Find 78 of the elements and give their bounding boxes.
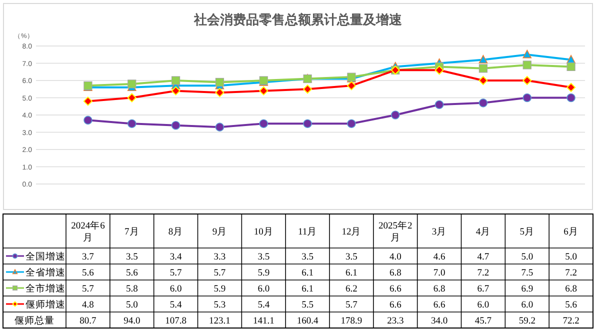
data-label: 3.5 [302,252,314,262]
data-label: 6.2 [346,284,358,294]
data-label: 6.1 [302,268,314,278]
text: 160.4 [296,316,318,326]
data-label: 5.8 [126,284,138,294]
x-tick-label: 2025年2月 [378,220,412,244]
x-tick-label: 11月 [298,226,318,238]
data-label: 6.8 [433,284,446,294]
text: 34.0 [430,316,448,326]
legend-label: 全国增速 [26,250,66,262]
x-tick-label: 10月 [254,226,274,238]
data-label: 5.7 [82,284,94,294]
data-label: 5.6 [565,300,578,310]
data-label: 6.9 [521,284,534,294]
data-label: 5.4 [258,300,270,310]
data-label: 4.8 [82,300,94,310]
data-label: 6.0 [258,284,270,294]
text: 123.1 [209,316,230,326]
text: 178.9 [340,316,362,326]
x-tick-label: 3月 [432,226,447,238]
data-label: 3.5 [258,252,270,262]
data-label: 7.2 [477,268,490,278]
legend-label: 全市增速 [26,282,66,294]
x-tick-label: 12月 [342,226,362,238]
data-label: 6.1 [346,268,358,278]
x-tick-label: 8月 [168,226,184,238]
data-label: 5.3 [214,300,226,310]
data-label: 7.0 [433,268,446,278]
x-tick-label: 9月 [212,226,228,238]
data-label: 5.0 [565,252,578,262]
data-label: 5.0 [126,300,138,310]
data-label: 5.7 [170,268,182,278]
data-label: 5.4 [170,300,182,310]
data-label: 7.2 [565,268,578,278]
legend-label: 全省增速 [26,266,66,278]
x-tick-label: 2024年6月 [71,220,106,244]
data-label: 6.6 [389,300,402,310]
data-label: 5.5 [302,300,314,310]
data-label: 5.9 [258,268,270,278]
text: 72.2 [562,316,580,326]
data-label: 3.7 [82,252,94,262]
data-label: 3.4 [170,252,182,262]
data-label: 5.7 [214,268,226,278]
data-label: 6.8 [389,268,402,278]
data-label: 6.6 [389,284,402,294]
text: 94.0 [124,316,140,326]
text: 141.1 [252,316,274,326]
data-label: 5.0 [521,252,534,262]
data-label: 6.0 [477,300,490,310]
data-label: 5.7 [346,300,358,310]
data-label: 6.1 [302,284,314,294]
chart-title: 社会消费品零售总额累计总量及增速 [193,12,403,27]
text: 107.8 [165,316,186,326]
x-tick-label: 4月 [476,226,491,238]
data-label: 4.0 [389,252,402,262]
data-label: 7.5 [521,268,534,278]
text: 80.7 [80,316,96,326]
text: 45.7 [474,316,492,326]
data-label: 5.9 [214,284,226,294]
data-label: 3.3 [214,252,226,262]
text: 23.3 [387,316,404,326]
data-label: 3.5 [346,252,358,262]
text: 59.2 [518,316,536,326]
data-label: 6.0 [521,300,534,310]
data-label: 6.6 [433,300,446,310]
text: 偃师总量 [14,316,54,326]
x-tick-label: 5月 [520,226,534,238]
data-label: 6.0 [170,284,182,294]
data-label: 6.7 [477,284,490,294]
data-label: 3.5 [126,252,138,262]
x-tick-label: 6月 [564,226,578,238]
data-label: 4.7 [477,252,490,262]
x-tick-label: 7月 [124,226,140,238]
data-label: 5.6 [82,268,94,278]
legend-label: 偃师增速 [26,298,66,310]
data-label: 6.8 [565,284,578,294]
data-label: 4.6 [433,252,446,262]
data-label: 5.6 [126,268,138,278]
